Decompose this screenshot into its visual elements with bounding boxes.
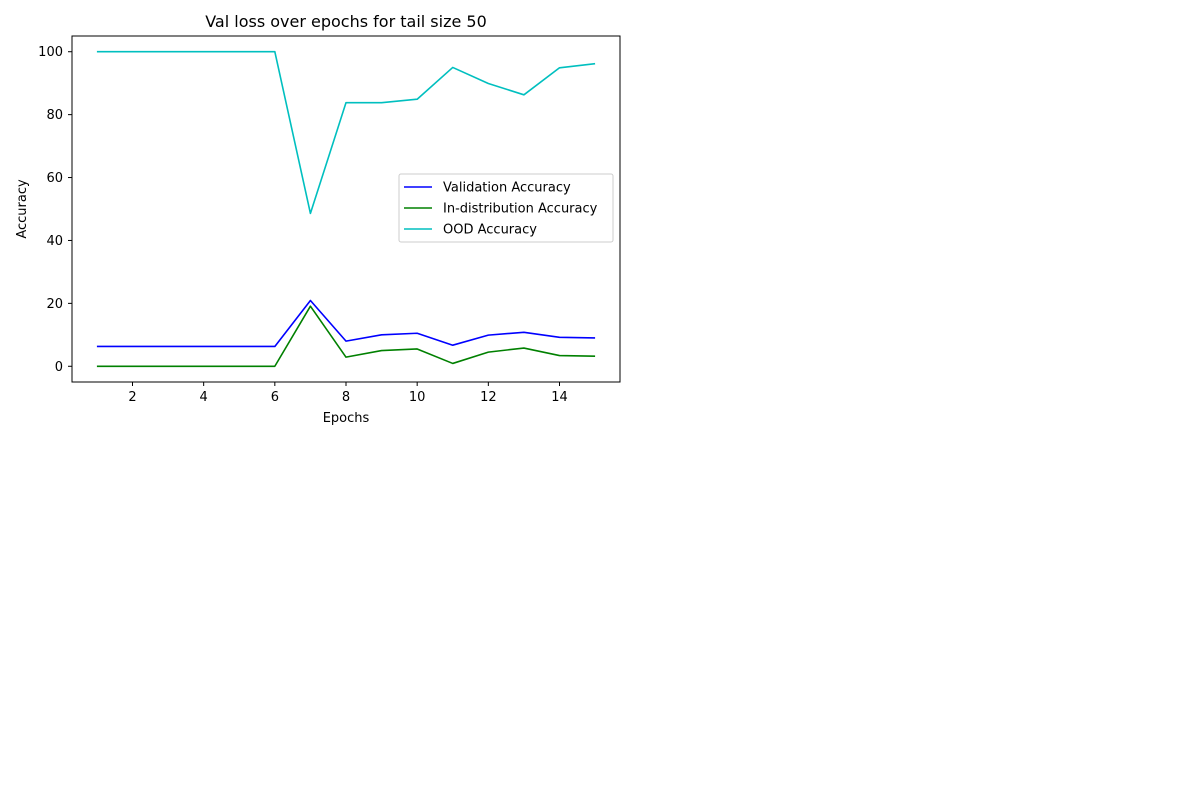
series-line-0 [96, 299, 596, 348]
series-line-2 [96, 50, 596, 215]
legend-label-1: In-distribution Accuracy [443, 202, 598, 217]
x-tick-label: 4 [200, 390, 208, 405]
y-axis: 0 20 40 60 80 100 [38, 45, 72, 375]
legend-frame [398, 173, 614, 243]
y-tick-label: 0 [55, 360, 63, 375]
y-tick-label: 60 [46, 171, 63, 186]
x-axis: 2 4 6 8 10 12 14 [128, 382, 568, 405]
x-axis-label: Epochs [323, 411, 370, 426]
x-tick-label: 14 [551, 390, 568, 405]
x-tick-label: 8 [342, 390, 350, 405]
x-tick-label: 10 [409, 390, 426, 405]
x-tick-label: 6 [271, 390, 279, 405]
y-tick-label: 80 [46, 108, 63, 123]
x-tick-label: 12 [480, 390, 497, 405]
legend: Validation Accuracy In-distribution Accur… [398, 173, 614, 243]
series-lines [96, 50, 596, 368]
y-tick-label: 100 [38, 45, 63, 60]
y-axis-label: Accuracy [15, 179, 30, 239]
y-tick-label: 20 [46, 297, 63, 312]
legend-label-2: OOD Accuracy [443, 223, 537, 238]
y-tick-label: 40 [46, 234, 63, 249]
series-line-1 [96, 305, 596, 368]
legend-label-0: Validation Accuracy [443, 181, 571, 196]
x-tick-label: 2 [128, 390, 136, 405]
chart-title: Val loss over epochs for tail size 50 [205, 12, 487, 31]
